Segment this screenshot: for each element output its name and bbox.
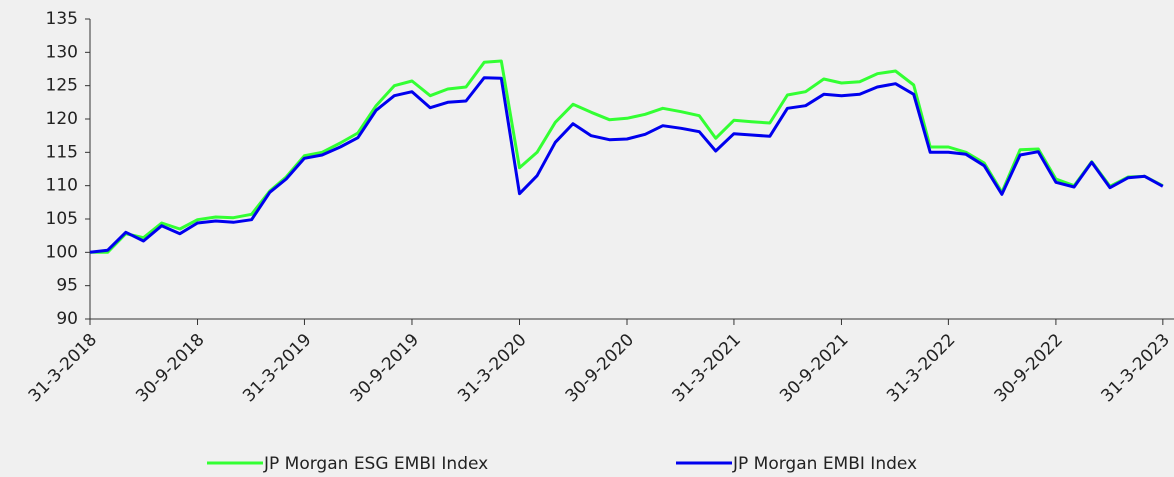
x-tick-label: 31-3-2021 (669, 330, 745, 406)
series-line (90, 59, 1164, 254)
x-tick-label: 30-9-2022 (991, 330, 1067, 406)
legend-label: JP Morgan EMBI Index (732, 454, 917, 474)
y-tick-label: 135 (46, 9, 78, 29)
x-tick-label: 31-3-2023 (1098, 330, 1174, 406)
y-tick-label: 95 (56, 276, 78, 296)
x-tick-label: 30-9-2021 (776, 330, 852, 406)
y-tick-label: 105 (46, 209, 78, 229)
y-tick-label: 130 (46, 42, 78, 62)
x-tick-label: 31-3-2020 (454, 330, 530, 406)
y-tick-label: 110 (46, 176, 78, 196)
x-tick-label: 30-9-2018 (132, 330, 208, 406)
y-tick-label: 90 (56, 309, 78, 329)
y-tick-label: 125 (46, 76, 78, 96)
x-tick-label: 31-3-2018 (25, 330, 101, 406)
x-tick-label: 30-9-2020 (562, 330, 638, 406)
y-tick-label: 100 (46, 242, 78, 262)
x-tick-label: 30-9-2019 (347, 330, 423, 406)
y-tick-label: 115 (46, 142, 78, 162)
y-tick-label: 120 (46, 109, 78, 129)
series-line (89, 76, 1164, 254)
x-tick-label: 31-3-2019 (239, 330, 315, 406)
x-tick-label: 31-3-2022 (883, 330, 959, 406)
legend-label: JP Morgan ESG EMBI Index (263, 454, 488, 474)
